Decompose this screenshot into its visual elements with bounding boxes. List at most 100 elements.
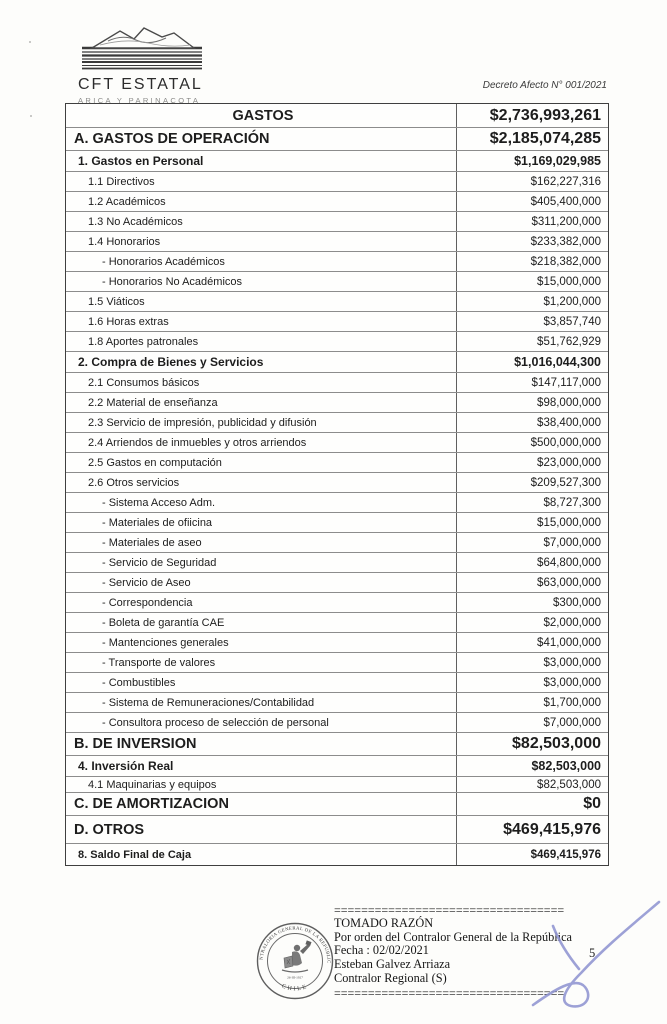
table-row: - Boleta de garantía CAE $2,000,000 <box>66 612 608 632</box>
row-value: $1,200,000 <box>456 292 608 311</box>
table-row: - Materiales de aseo $7,000,000 <box>66 532 608 552</box>
svg-text:CHILE: CHILE <box>281 984 309 993</box>
row-label: - Materiales de ofiicina <box>102 516 213 529</box>
page-number: 5 <box>589 946 596 960</box>
table-row: 1.5 Viáticos $1,200,000 <box>66 291 608 311</box>
row-label: 1.5 Viáticos <box>88 295 145 308</box>
budget-table: GASTOS $2,736,993,261 A. GASTOS DE OPERACI… <box>65 103 609 866</box>
stamp-separator-top: ================================== <box>334 903 565 917</box>
table-row: - Servicio de Seguridad $64,800,000 <box>66 552 608 572</box>
stamp-line: Contralor Regional (S) <box>334 970 447 985</box>
table-row: 2.3 Servicio de impresión, publicidad y … <box>66 412 608 432</box>
row-value: $3,857,740 <box>456 312 608 331</box>
stamp-line: Por orden del Contralor General de la Re… <box>334 929 572 944</box>
row-label: - Mantenciones generales <box>102 636 229 649</box>
row-value: $162,227,316 <box>456 172 608 191</box>
row-label: - Honorarios No Académicos <box>102 275 243 288</box>
row-value: $38,400,000 <box>456 413 608 432</box>
row-value: $2,185,074,285 <box>456 128 608 150</box>
signature-stroke <box>531 900 661 1008</box>
seal-figure <box>281 940 312 973</box>
table-row: 2.2 Material de enseñanza $98,000,000 <box>66 392 608 412</box>
row-value: $7,000,000 <box>456 533 608 552</box>
org-region: ARICA Y PARINACOTA <box>78 96 201 105</box>
decree-note: Decreto Afecto N° 001/2021 <box>482 80 607 91</box>
table-row: - Honorarios No Académicos $15,000,000 <box>66 271 608 291</box>
row-value: $3,000,000 <box>456 673 608 692</box>
row-label: 4.1 Maquinarias y equipos <box>88 778 217 791</box>
row-value: $15,000,000 <box>456 272 608 291</box>
table-row: A. GASTOS DE OPERACIÓN $2,185,074,285 <box>66 127 608 150</box>
table-row: - Mantenciones generales $41,000,000 <box>66 632 608 652</box>
table-row: 2.1 Consumos básicos $147,117,000 <box>66 372 608 392</box>
table-row: GASTOS $2,736,993,261 <box>66 104 608 127</box>
row-value: $82,503,000 <box>456 777 608 792</box>
row-value: $1,169,029,985 <box>456 151 608 171</box>
row-value: $51,762,929 <box>456 332 608 351</box>
row-value: $147,117,000 <box>456 373 608 392</box>
row-value: $8,727,300 <box>456 493 608 512</box>
table-row: 4. Inversión Real $82,503,000 <box>66 755 608 776</box>
row-label: - Servicio de Aseo <box>102 576 191 589</box>
row-value: $63,000,000 <box>456 573 608 592</box>
row-label: A. GASTOS DE OPERACIÓN <box>74 131 270 147</box>
table-row: 1.6 Horas extras $3,857,740 <box>66 311 608 331</box>
table-row: 1. Gastos en Personal $1,169,029,985 <box>66 150 608 171</box>
table-row: 8. Saldo Final de Caja $469,415,976 <box>66 843 608 865</box>
table-row: B. DE INVERSION $82,503,000 <box>66 732 608 755</box>
row-value: $300,000 <box>456 593 608 612</box>
row-value: $500,000,000 <box>456 433 608 452</box>
table-row: - Correspondencia $300,000 <box>66 592 608 612</box>
table-row: 1.1 Directivos $162,227,316 <box>66 171 608 191</box>
table-row: 2.5 Gastos en computación $23,000,000 <box>66 452 608 472</box>
stamp-line: Esteban Galvez Arriaza <box>334 957 451 972</box>
table-row: 2.4 Arriendos de inmuebles y otros arrie… <box>66 432 608 452</box>
row-label: 1.4 Honorarios <box>88 235 161 248</box>
table-row: - Materiales de ofiicina $15,000,000 <box>66 512 608 532</box>
row-value: $469,415,976 <box>456 844 608 865</box>
org-name: CFT ESTATAL <box>78 76 203 93</box>
row-value: $1,700,000 <box>456 693 608 712</box>
row-label: - Sistema Acceso Adm. <box>102 496 216 509</box>
row-label: B. DE INVERSION <box>74 736 197 752</box>
table-row: 1.8 Aportes patronales $51,762,929 <box>66 331 608 351</box>
stamp-separator-bottom: ================================== <box>334 985 565 1000</box>
row-label: 1.1 Directivos <box>88 175 155 188</box>
row-value: $233,382,000 <box>456 232 608 251</box>
row-value: $218,382,000 <box>456 252 608 271</box>
row-value: $7,000,000 <box>456 713 608 732</box>
row-label: 2.3 Servicio de impresión, publicidad y … <box>88 416 317 429</box>
row-label: 1.3 No Académicos <box>88 215 183 228</box>
row-label: 2.1 Consumos básicos <box>88 376 200 389</box>
table-row: 1.3 No Académicos $311,200,000 <box>66 211 608 231</box>
table-row: - Sistema Acceso Adm. $8,727,300 <box>66 492 608 512</box>
table-row: - Servicio de Aseo $63,000,000 <box>66 572 608 592</box>
table-row: - Transporte de valores $3,000,000 <box>66 652 608 672</box>
stamp-lines: TOMADO RAZÓN Por orden del Contralor Gene… <box>334 916 574 986</box>
row-value: $311,200,000 <box>456 212 608 231</box>
row-value: $469,415,976 <box>456 816 608 843</box>
row-label: - Honorarios Académicos <box>102 255 225 268</box>
row-label: GASTOS <box>232 107 294 124</box>
seal-country-text: CHILE <box>281 984 307 993</box>
row-value: $82,503,000 <box>456 756 608 776</box>
seal-date: 26-III-1927 <box>287 976 303 980</box>
table-row: - Combustibles $3,000,000 <box>66 672 608 692</box>
table-row: - Consultora proceso de selección de per… <box>66 712 608 732</box>
table-row: 1.4 Honorarios $233,382,000 <box>66 231 608 251</box>
table-row: C. DE AMORTIZACION $0 <box>66 792 608 815</box>
row-label: 2.5 Gastos en computación <box>88 456 222 469</box>
row-label: 2.2 Material de enseñanza <box>88 396 218 409</box>
row-value: $2,736,993,261 <box>456 104 608 127</box>
row-label: - Materiales de aseo <box>102 536 202 549</box>
row-label: 2.4 Arriendos de inmuebles y otros arrie… <box>88 436 307 449</box>
mountains-logo-icon <box>82 27 202 70</box>
row-label: 2. Compra de Bienes y Servicios <box>78 355 264 369</box>
row-label: - Boleta de garantía CAE <box>102 616 225 629</box>
table-row: - Honorarios Académicos $218,382,000 <box>66 251 608 271</box>
row-label: - Correspondencia <box>102 596 193 609</box>
row-label: 8. Saldo Final de Caja <box>78 848 192 861</box>
row-label: - Transporte de valores <box>102 656 216 669</box>
row-value: $2,000,000 <box>456 613 608 632</box>
row-label: 1.2 Académicos <box>88 195 166 208</box>
